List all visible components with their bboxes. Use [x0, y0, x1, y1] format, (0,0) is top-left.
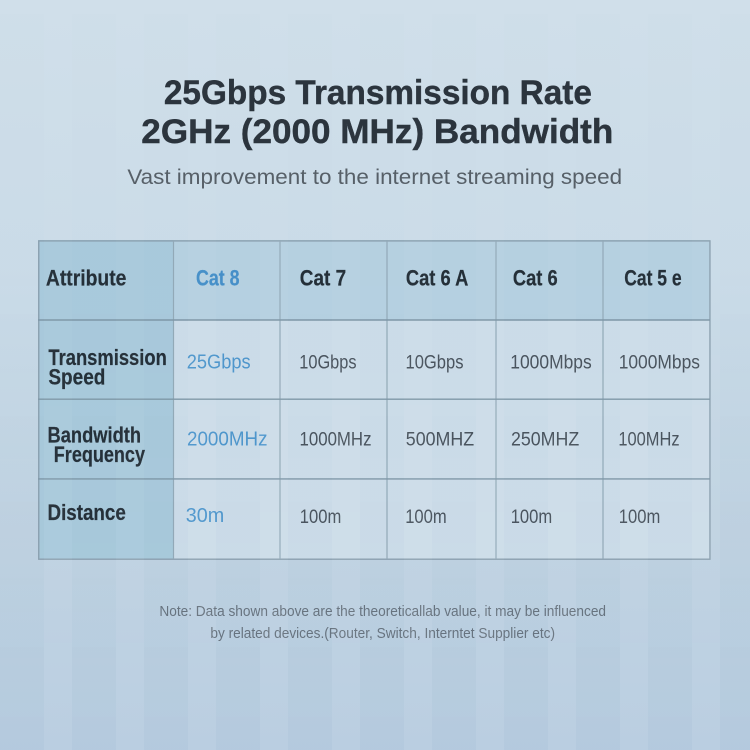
svg-text:Note: Data shown above are the: Note: Data shown above are the theoretic…: [159, 603, 606, 620]
svg-text:25Gbps: 25Gbps: [187, 350, 251, 373]
svg-text:Attribute: Attribute: [46, 265, 127, 290]
svg-text:Cat 6 A: Cat 6 A: [406, 265, 468, 290]
svg-text:100MHz: 100MHz: [618, 428, 679, 450]
svg-text:Bandwidth: Bandwidth: [48, 423, 142, 448]
svg-text:Cat 5 e: Cat 5 e: [624, 265, 682, 290]
svg-text:100m: 100m: [511, 506, 553, 528]
svg-text:100m: 100m: [405, 506, 447, 528]
svg-text:Speed: Speed: [48, 364, 105, 389]
svg-text:1000Mbps: 1000Mbps: [619, 351, 701, 373]
svg-text:Vast improvement to the intern: Vast improvement to the internet streami…: [127, 166, 622, 189]
svg-text:2000MHz: 2000MHz: [187, 427, 268, 450]
svg-text:Transmission: Transmission: [48, 345, 166, 370]
svg-text:100m: 100m: [619, 506, 661, 528]
svg-text:10Gbps: 10Gbps: [406, 351, 464, 373]
svg-text:25Gbps Transmission Rate: 25Gbps Transmission Rate: [164, 74, 592, 112]
svg-text:Cat 8: Cat 8: [196, 265, 240, 290]
svg-text:1000Mbps: 1000Mbps: [510, 351, 592, 373]
svg-text:Distance: Distance: [48, 500, 126, 525]
svg-text:250MHZ: 250MHZ: [511, 428, 579, 450]
svg-text:Cat 7: Cat 7: [300, 265, 346, 290]
svg-text:30m: 30m: [186, 504, 225, 527]
svg-text:2GHz (2000 MHz) Bandwidth: 2GHz (2000 MHz) Bandwidth: [141, 113, 613, 151]
svg-text:100m: 100m: [300, 506, 342, 528]
svg-text:1000MHz: 1000MHz: [300, 428, 372, 450]
svg-text:500MHZ: 500MHZ: [406, 428, 474, 450]
svg-text:by related devices.(Router, Sw: by related devices.(Router, Switch, Inte…: [210, 625, 555, 642]
svg-text:10Gbps: 10Gbps: [299, 351, 356, 373]
svg-text:Frequency: Frequency: [54, 442, 146, 467]
svg-text:Cat 6: Cat 6: [513, 265, 558, 290]
